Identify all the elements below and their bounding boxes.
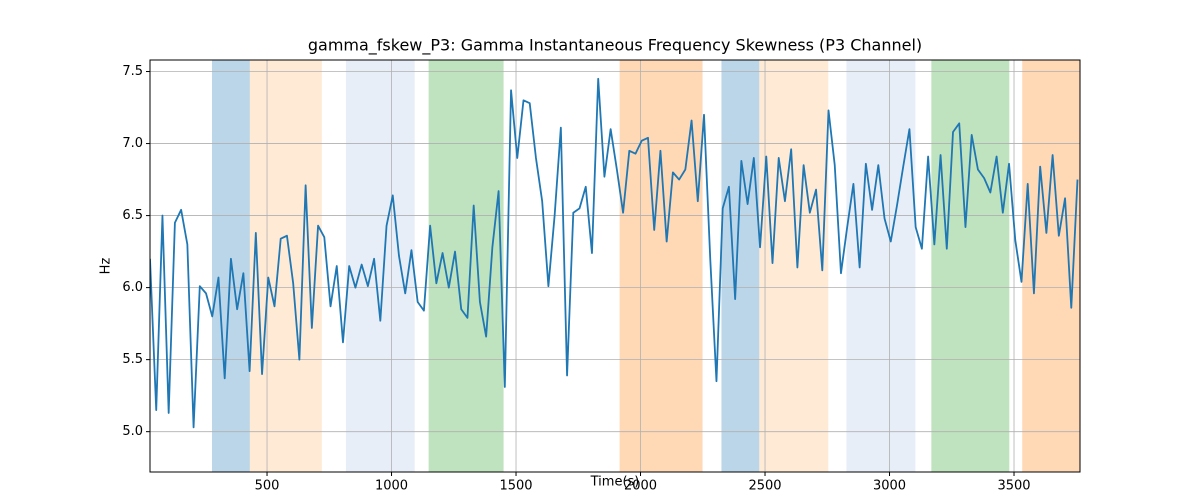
shaded-span [846,60,916,472]
x-tick-label: 500 [255,479,280,494]
x-tick-label: 1500 [499,479,532,494]
y-tick-label: 5.0 [122,424,143,439]
y-tick-label: 5.5 [122,352,143,367]
y-axis-label: Hz [99,258,114,275]
x-tick-label: 2000 [624,479,657,494]
shaded-span [1022,60,1080,472]
shaded-span [249,60,322,472]
x-axis-label: Time(s) [590,475,640,490]
shaded-span [931,60,1010,472]
shaded-span [345,60,415,472]
ticks: 500 1000 1500 2000 2500 3000 3500 5.0 5.5 6.0 6.5 7… [122,64,1030,493]
y-tick-label: 6.5 [122,208,143,223]
x-tick-label: 3000 [873,479,906,494]
y-tick-label: 7.5 [122,64,143,79]
plot-frame [149,59,1081,473]
y-tick-label: 6.0 [122,280,143,295]
chart-title: gamma_fskew_P3: Gamma Instantaneous Freq… [308,36,922,56]
spans [212,60,1080,472]
plot [150,77,1079,429]
x-tick-label: 2500 [748,479,781,494]
shaded-span [721,60,760,472]
shaded-span [619,60,703,472]
x-tick-label: 3500 [997,479,1030,494]
series-line [150,77,1079,429]
shaded-span [759,60,829,472]
y-tick-label: 7.0 [122,136,143,151]
x-tick-label: 1000 [375,479,408,494]
